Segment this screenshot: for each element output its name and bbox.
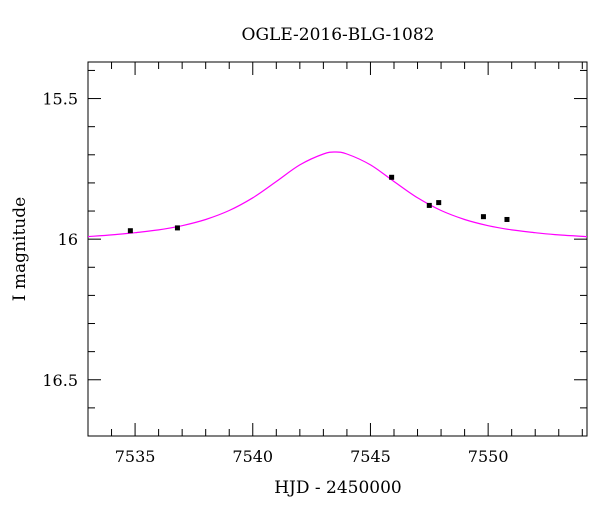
plot-frame bbox=[87, 61, 588, 437]
x-tick-label: 7540 bbox=[232, 447, 273, 466]
y-axis-label: I magnitude bbox=[10, 197, 30, 301]
data-point bbox=[174, 225, 180, 231]
data-point bbox=[389, 174, 395, 180]
x-tick-label: 7550 bbox=[468, 447, 509, 466]
y-tick-label: 16.5 bbox=[42, 371, 78, 390]
data-point bbox=[127, 228, 133, 234]
data-point bbox=[504, 216, 510, 222]
data-point bbox=[426, 202, 432, 208]
chart-title: OGLE-2016-BLG-1082 bbox=[242, 25, 435, 45]
x-tick-label: 7535 bbox=[115, 447, 156, 466]
data-point bbox=[480, 214, 486, 220]
y-tick-label: 16 bbox=[58, 230, 78, 249]
data-point bbox=[436, 200, 442, 206]
x-tick-label: 7545 bbox=[350, 447, 391, 466]
model-curve bbox=[87, 151, 588, 238]
y-tick-label: 15.5 bbox=[42, 90, 78, 109]
plot-area: 7535 7540 7545 7550 15.5 16 16.5 bbox=[42, 61, 588, 466]
x-axis-label: HJD - 2450000 bbox=[274, 478, 402, 498]
